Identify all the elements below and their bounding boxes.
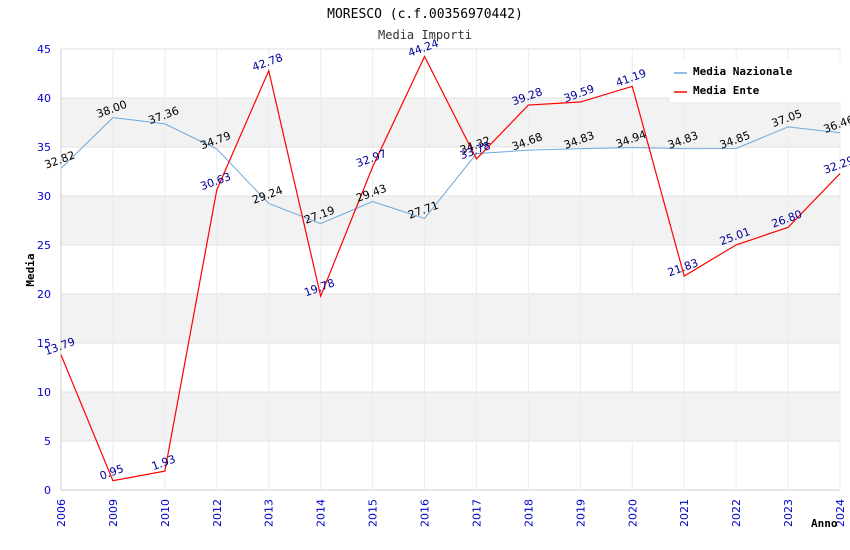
band-15-20	[61, 294, 840, 343]
x-tick-label: 2010	[159, 499, 172, 527]
y-tick-label: 0	[44, 484, 51, 497]
y-tick-label: 30	[37, 190, 51, 203]
band-5-10	[61, 392, 840, 441]
y-tick-label: 25	[37, 239, 51, 252]
x-tick-label: 2017	[470, 499, 483, 527]
y-tick-label: 10	[37, 386, 51, 399]
series-line-media-ente	[60, 55, 841, 482]
x-tick-label: 2013	[263, 499, 276, 527]
data-label-media-ente: 1.93	[150, 452, 177, 473]
y-tick-label: 40	[37, 92, 51, 105]
x-axis-label: Anno	[811, 517, 838, 530]
data-label-media-ente: 32.29	[822, 154, 850, 177]
y-tick-label: 45	[37, 43, 51, 56]
axes: 0 5 10 15 20 25 30 35 40 45 2006 2009 2010 2012 2013 20…	[37, 43, 847, 527]
series-line-media-nazionale	[60, 117, 841, 225]
legend-label-nazionale: Media Nazionale	[693, 65, 793, 78]
x-tick-label: 2012	[211, 499, 224, 527]
x-tick-label: 2023	[782, 499, 795, 527]
x-tick-label: 2015	[367, 499, 380, 527]
x-tick-label: 2006	[55, 499, 68, 527]
x-tick-label: 2021	[678, 499, 691, 527]
x-tick-label: 2020	[626, 499, 639, 527]
series-lines	[60, 55, 841, 482]
x-tick-label: 2018	[522, 499, 535, 527]
band-35-40	[61, 98, 840, 147]
legend-label-ente: Media Ente	[693, 84, 760, 97]
chart-subtitle: Media Importi	[378, 28, 472, 42]
y-tick-label: 5	[44, 435, 51, 448]
data-label-media-ente: 30.63	[199, 170, 233, 193]
background-bands	[61, 98, 840, 441]
data-label-media-ente: 21.83	[666, 256, 700, 279]
band-25-30	[61, 196, 840, 245]
x-tick-label: 2022	[730, 499, 743, 527]
data-label-media-ente: 42.78	[251, 51, 285, 74]
x-tick-label: 2016	[419, 499, 432, 527]
y-axis-label: Media	[24, 253, 37, 286]
legend-background	[670, 60, 842, 102]
y-tick-label: 15	[37, 337, 51, 350]
y-tick-label: 35	[37, 141, 51, 154]
y-tick-label: 20	[37, 288, 51, 301]
legend: Media Nazionale Media Ente	[670, 60, 842, 102]
x-tick-label: 2024	[834, 499, 847, 527]
data-label-media-ente: 32.97	[354, 147, 388, 170]
x-tick-label: 2014	[315, 499, 328, 527]
x-tick-label: 2009	[107, 499, 120, 527]
chart-title: MORESCO (c.f.00356970442)	[327, 7, 523, 22]
x-tick-label: 2019	[574, 499, 587, 527]
